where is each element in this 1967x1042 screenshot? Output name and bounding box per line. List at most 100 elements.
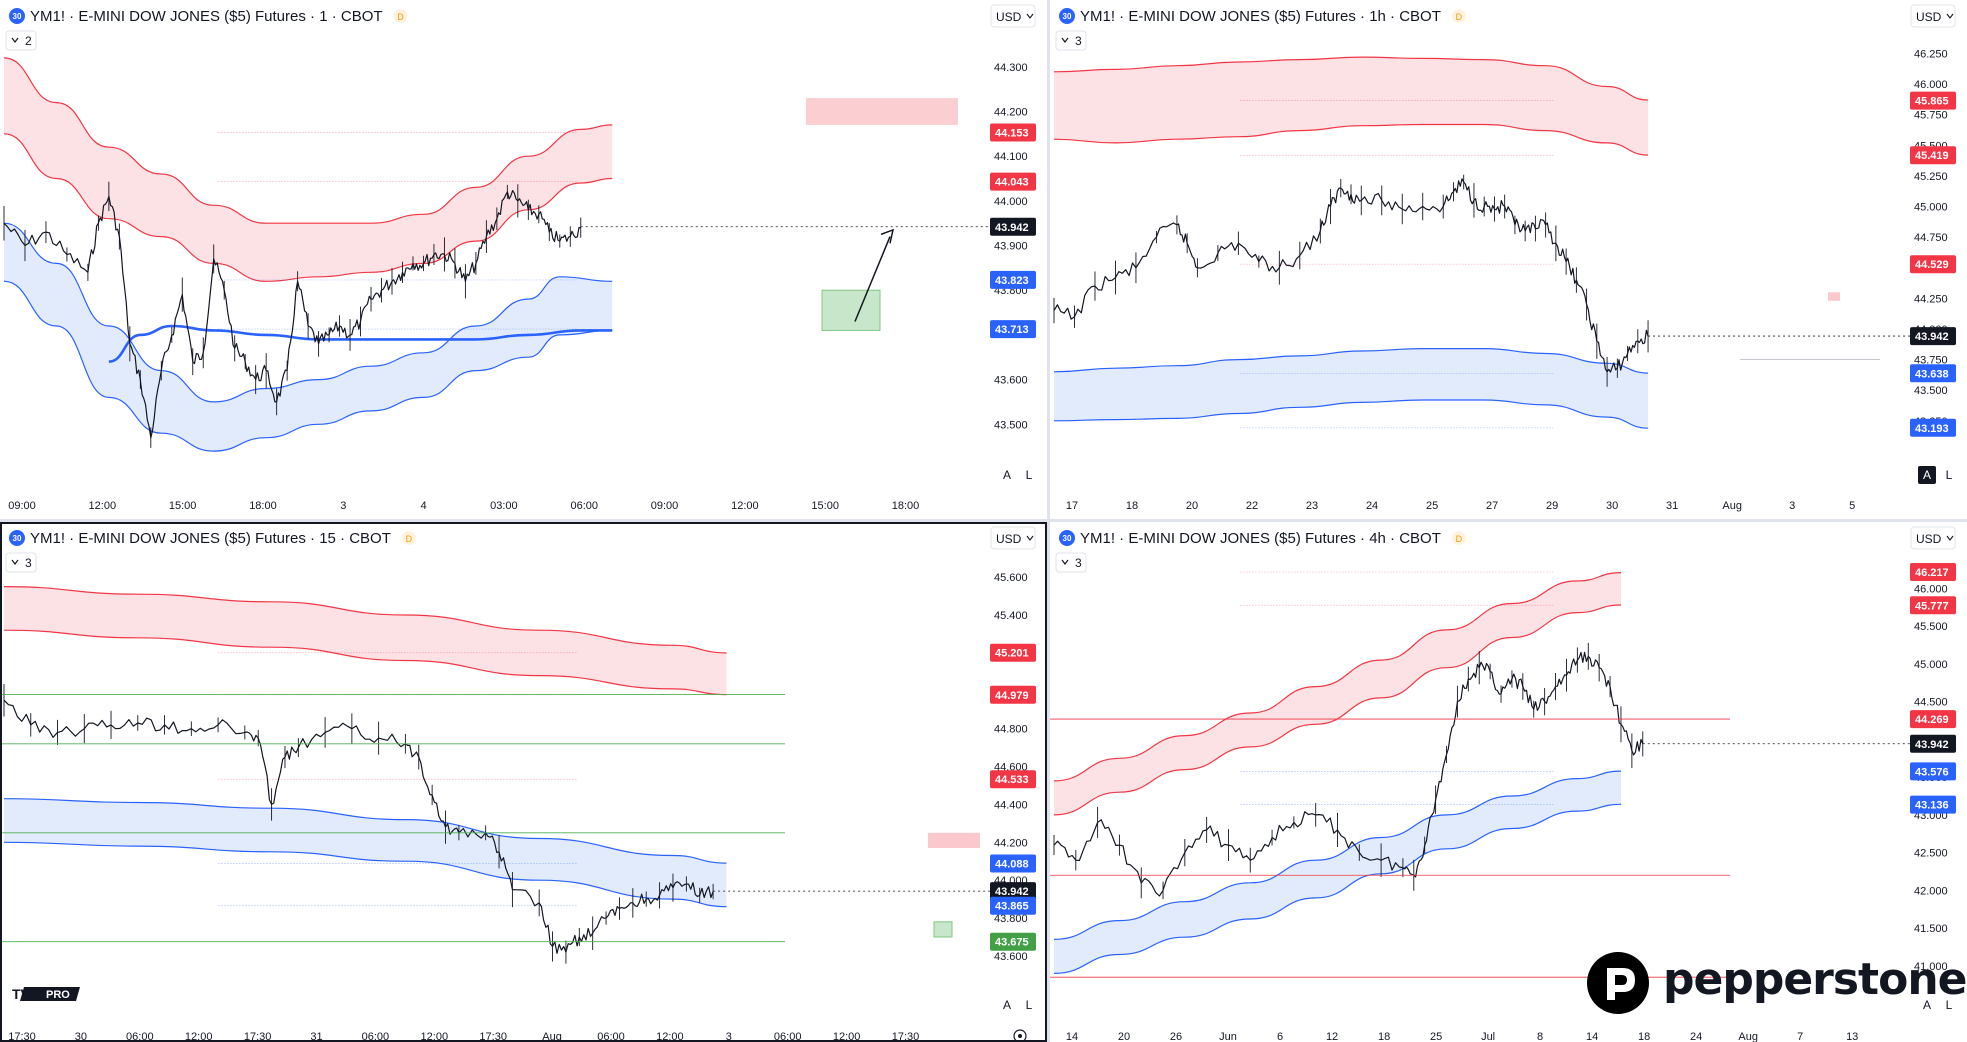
lower-band-fill [4, 798, 727, 907]
chart-canvas-4h[interactable]: 30 YM1! · E-MINI DOW JONES ($5) Futures ·… [1050, 522, 1967, 1042]
time-axis-tick: 13 [1846, 1031, 1858, 1042]
currency-button-frame[interactable] [1910, 526, 1956, 550]
scale-button-a[interactable] [1918, 466, 1936, 484]
currency-button[interactable]: USD [990, 526, 1036, 550]
symbol-title[interactable]: YM1! · E-MINI DOW JONES ($5) Futures · 1… [30, 8, 383, 25]
scale-button-label: L [1946, 468, 1953, 482]
price-tag [990, 217, 1036, 236]
price-tag [990, 685, 1036, 704]
currency-button-frame[interactable] [990, 4, 1036, 28]
d-badge-text: D [406, 534, 413, 544]
price-axis[interactable]: 44.30044.20044.10044.00043.90043.80043.6… [990, 62, 1036, 431]
time-axis[interactable]: 17 18 20 22 23 24 25 27 29 30 31 Aug 3 5 [1066, 500, 1855, 512]
d-badge-icon [401, 531, 416, 545]
support-zone[interactable] [933, 921, 953, 938]
resistance-zone[interactable] [1828, 292, 1840, 301]
arrow-head-icon [880, 228, 895, 244]
scale-button-l[interactable] [1940, 466, 1958, 484]
price-axis-tick: 44.200 [994, 106, 1028, 118]
scale-button-l[interactable] [1020, 466, 1038, 484]
lower-band-inner-line [1053, 770, 1622, 940]
currency-button[interactable]: USD [1910, 4, 1956, 28]
chart-canvas-1h[interactable]: 30 YM1! · E-MINI DOW JONES ($5) Futures ·… [1050, 0, 1967, 519]
time-axis[interactable]: 14 20 26 Jun 6 12 18 25 Jul 8 14 18 24 Aug 7 13 [1066, 1031, 1858, 1042]
scale-button-a[interactable] [1918, 996, 1936, 1014]
currency-label: USD [1916, 532, 1942, 546]
panel-header[interactable]: 30 YM1! · E-MINI DOW JONES ($5) Futures ·… [5, 8, 408, 51]
chart-panel-15m[interactable]: 30 YM1! · E-MINI DOW JONES ($5) Futures ·… [0, 522, 1047, 1042]
price-axis-tick: 44.300 [994, 62, 1028, 74]
time-axis-tick: 15:00 [811, 500, 839, 512]
indicator-count: 3 [25, 556, 32, 570]
time-axis[interactable]: 17:30 30 06:00 12:00 17:30 31 06:00 12:00 17:30 A… [8, 1031, 919, 1042]
price-axis-tick: 44.800 [994, 724, 1028, 736]
time-axis-tick: Aug [1738, 1031, 1758, 1042]
chart-panel-1m[interactable]: 30 YM1! · E-MINI DOW JONES ($5) Futures ·… [0, 0, 1047, 519]
scale-button-l[interactable] [1020, 996, 1038, 1014]
time-axis-tick: 18 [1638, 1031, 1650, 1042]
currency-label: USD [996, 10, 1022, 24]
price-axis-tick: 43.600 [994, 951, 1028, 963]
upper-band-inner-line [1053, 123, 1649, 156]
price-tag-label: 43.713 [995, 324, 1029, 336]
panel-header[interactable]: 30 YM1! · E-MINI DOW JONES ($5) Futures ·… [5, 530, 416, 573]
gear-icon[interactable] [1013, 1029, 1027, 1042]
support-zone[interactable] [821, 289, 881, 331]
exchange-badge-text: 30 [1063, 12, 1072, 21]
currency-button-frame[interactable] [990, 526, 1036, 550]
panel-divider-horizontal[interactable] [0, 519, 1967, 522]
vwap-line [108, 324, 613, 363]
chart-canvas-1m[interactable]: 30 YM1! · E-MINI DOW JONES ($5) Futures ·… [0, 0, 1047, 519]
currency-button[interactable]: USD [990, 4, 1036, 28]
price-axis[interactable]: 46.00045.50045.00044.50044.00043.50043.0… [1910, 563, 1956, 973]
chart-canvas-15m[interactable]: 30 YM1! · E-MINI DOW JONES ($5) Futures ·… [0, 522, 1047, 1042]
indicator-toggle-button[interactable] [1055, 552, 1087, 573]
price-axis[interactable]: 46.25046.00045.75045.50045.25045.00044.7… [1910, 48, 1956, 437]
time-axis-tick: 26 [1170, 1031, 1182, 1042]
lower-band-outer-line [1053, 803, 1622, 974]
time-axis-tick: 12:00 [421, 1031, 449, 1042]
indicator-toggle-button[interactable] [5, 552, 37, 573]
pepperstone-brand: pepperstone [1585, 950, 1967, 1016]
price-axis-tick: 46.250 [1914, 48, 1948, 60]
tv-logo-text: TV [12, 986, 31, 1002]
time-axis-tick: 25 [1430, 1031, 1442, 1042]
price-axis-tick: 45.600 [994, 572, 1028, 584]
scale-button-a[interactable] [998, 466, 1016, 484]
time-axis-tick: 4 [421, 500, 427, 512]
d-badge-text: D [1456, 12, 1463, 22]
price-tag [990, 643, 1036, 662]
symbol-title[interactable]: YM1! · E-MINI DOW JONES ($5) Futures · 1… [1080, 8, 1441, 25]
scale-button-a[interactable] [998, 996, 1016, 1014]
price-tag [990, 854, 1036, 873]
price-tag [990, 320, 1036, 339]
price-axis-tick: 45.250 [1914, 171, 1948, 183]
chart-panel-1h[interactable]: 30 YM1! · E-MINI DOW JONES ($5) Futures ·… [1050, 0, 1967, 519]
price-tag [1910, 596, 1956, 615]
indicator-toggle-button[interactable] [1055, 30, 1087, 51]
panel-header[interactable]: 30 YM1! · E-MINI DOW JONES ($5) Futures ·… [1055, 530, 1466, 573]
symbol-title[interactable]: YM1! · E-MINI DOW JONES ($5) Futures · 1… [30, 530, 391, 547]
indicator-toggle-button[interactable] [5, 30, 37, 51]
currency-button-frame[interactable] [1910, 4, 1956, 28]
time-axis-tick: 6 [1277, 1031, 1283, 1042]
price-axis-tick: 43.900 [994, 241, 1028, 253]
resistance-zone[interactable] [928, 832, 980, 848]
panel-header[interactable]: 30 YM1! · E-MINI DOW JONES ($5) Futures ·… [1055, 8, 1466, 51]
price-tag [1910, 91, 1956, 110]
time-axis-tick: 31 [310, 1031, 322, 1042]
price-axis-tick: 41.500 [1914, 923, 1948, 935]
price-tag-label: 43.576 [1915, 766, 1949, 778]
price-tag [1910, 762, 1956, 781]
price-axis[interactable]: 45.60045.40044.80044.60044.40044.20044.0… [990, 572, 1036, 963]
time-axis-tick: 14 [1586, 1031, 1598, 1042]
price-tag-label: 43.942 [995, 886, 1029, 898]
price-axis-tick: 43.800 [994, 913, 1028, 925]
price-tag [990, 896, 1036, 915]
scale-button-l[interactable] [1940, 996, 1958, 1014]
chart-panel-4h[interactable]: 30 YM1! · E-MINI DOW JONES ($5) Futures ·… [1050, 522, 1967, 1042]
symbol-title[interactable]: YM1! · E-MINI DOW JONES ($5) Futures · 4… [1080, 530, 1441, 547]
currency-button[interactable]: USD [1910, 526, 1956, 550]
resistance-zone[interactable] [806, 98, 958, 125]
time-axis[interactable]: 09:00 12:00 15:00 18:00 3 4 03:00 06:00 09:00 12:… [8, 500, 919, 512]
